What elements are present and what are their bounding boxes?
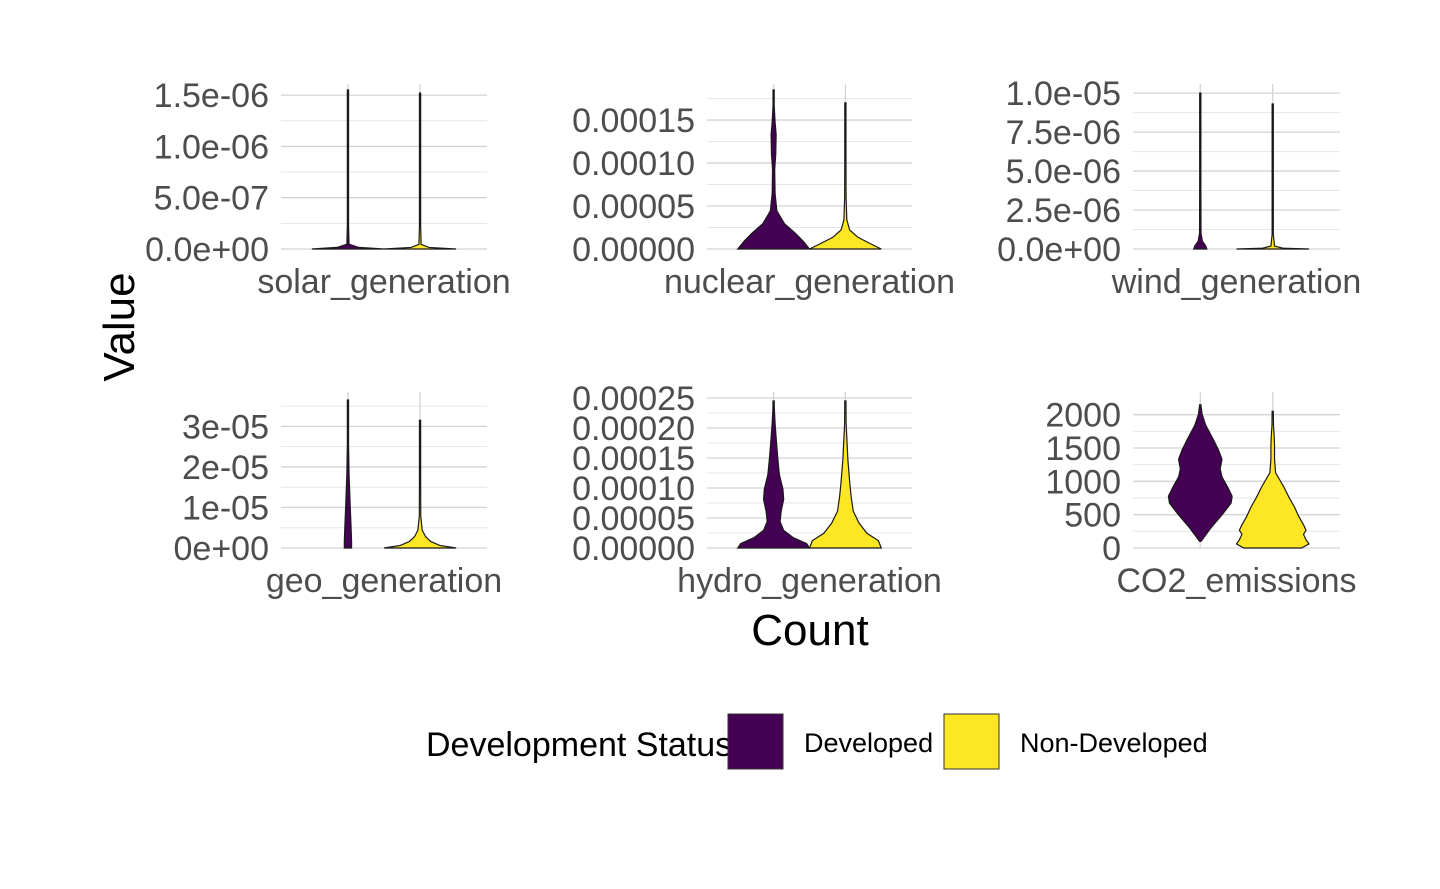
y-tick-label: 1500: [1045, 430, 1121, 468]
y-tick-label: 0.00015: [572, 102, 695, 140]
y-tick-label: 7.5e-06: [1006, 114, 1121, 152]
y-tick-label: 5.0e-07: [154, 180, 269, 218]
panel-label: nuclear_generation: [664, 263, 955, 301]
legend-label-developed: Developed: [804, 728, 933, 758]
y-tick-label: 0.0e+00: [997, 231, 1121, 269]
legend-label-non-developed: Non-Developed: [1020, 728, 1208, 758]
violin-developed: [736, 89, 811, 250]
legend: Development Status Developed Non-Develop…: [426, 713, 1208, 770]
violin-non-developed: [1235, 410, 1310, 549]
y-tick-label: 500: [1064, 497, 1121, 535]
y-tick-label: 0.00010: [572, 470, 695, 508]
y-tick-label: 1.0e-05: [1006, 75, 1121, 113]
panel-wind-generation: 0.0e+002.5e-065.0e-067.5e-061.0e-05 wind_…: [997, 75, 1361, 301]
panel-label: hydro_generation: [677, 562, 942, 600]
violin-developed: [311, 89, 385, 250]
y-tick-label: 0.00005: [572, 500, 695, 538]
violin-developed: [343, 399, 353, 549]
violin-non-developed: [383, 92, 457, 250]
violin-non-developed: [383, 419, 457, 549]
violin-developed: [736, 400, 811, 549]
y-tick-label: 0e+00: [174, 530, 270, 568]
y-tick-label: 0.00020: [572, 410, 695, 448]
violin-developed: [1192, 92, 1208, 250]
y-tick-label: 0.00000: [572, 530, 695, 568]
panel-label: geo_generation: [266, 562, 502, 600]
violin-non-developed: [808, 400, 883, 549]
violin-non-developed: [1236, 103, 1309, 250]
y-tick-label: 0.00025: [572, 380, 695, 418]
legend-swatch-non-developed: [943, 713, 1000, 770]
panel-solar-generation: 0.0e+00 5.0e-07 1.0e-06 1.5e-06 solar_genera…: [145, 77, 511, 301]
panel-label: CO2_emissions: [1117, 562, 1357, 600]
y-axis-title: Value: [95, 272, 144, 381]
panel-label: wind_generation: [1111, 263, 1362, 301]
panel-nuclear-generation: 0.00000 0.00005 0.00010 0.00015 nuclear_gene…: [572, 84, 955, 301]
y-tick-label: 1e-05: [182, 489, 269, 527]
y-tick-label: 0.0e+00: [145, 231, 269, 269]
y-tick-label: 0.00000: [572, 231, 695, 269]
y-tick-label: 1.0e-06: [154, 128, 269, 166]
y-tick-label: 2.5e-06: [1006, 192, 1121, 230]
violin-developed: [1167, 404, 1233, 542]
y-tick-label: 2e-05: [182, 449, 269, 487]
panel-label: solar_generation: [257, 263, 510, 301]
y-tick-label: 0.00005: [572, 188, 695, 226]
y-tick-label: 0.00010: [572, 145, 695, 183]
y-tick-label: 0: [1102, 530, 1121, 568]
panels: 0.0e+00 5.0e-07 1.0e-06 1.5e-06 solar_genera…: [145, 75, 1361, 600]
y-tick-label: 0.00015: [572, 440, 695, 478]
legend-swatch-developed: [727, 713, 784, 770]
legend-title: Development Status: [426, 726, 732, 764]
y-tick-label: 3e-05: [182, 408, 269, 446]
y-tick-label: 2000: [1045, 397, 1121, 435]
violin-non-developed: [809, 102, 882, 250]
y-tick-label: 1000: [1045, 463, 1121, 501]
x-axis-title: Count: [751, 606, 868, 655]
y-tick-label: 5.0e-06: [1006, 153, 1121, 191]
panel-hydro-generation: 0.000000.000050.000100.000150.000200.000…: [572, 380, 942, 600]
y-tick-label: 1.5e-06: [154, 77, 269, 115]
